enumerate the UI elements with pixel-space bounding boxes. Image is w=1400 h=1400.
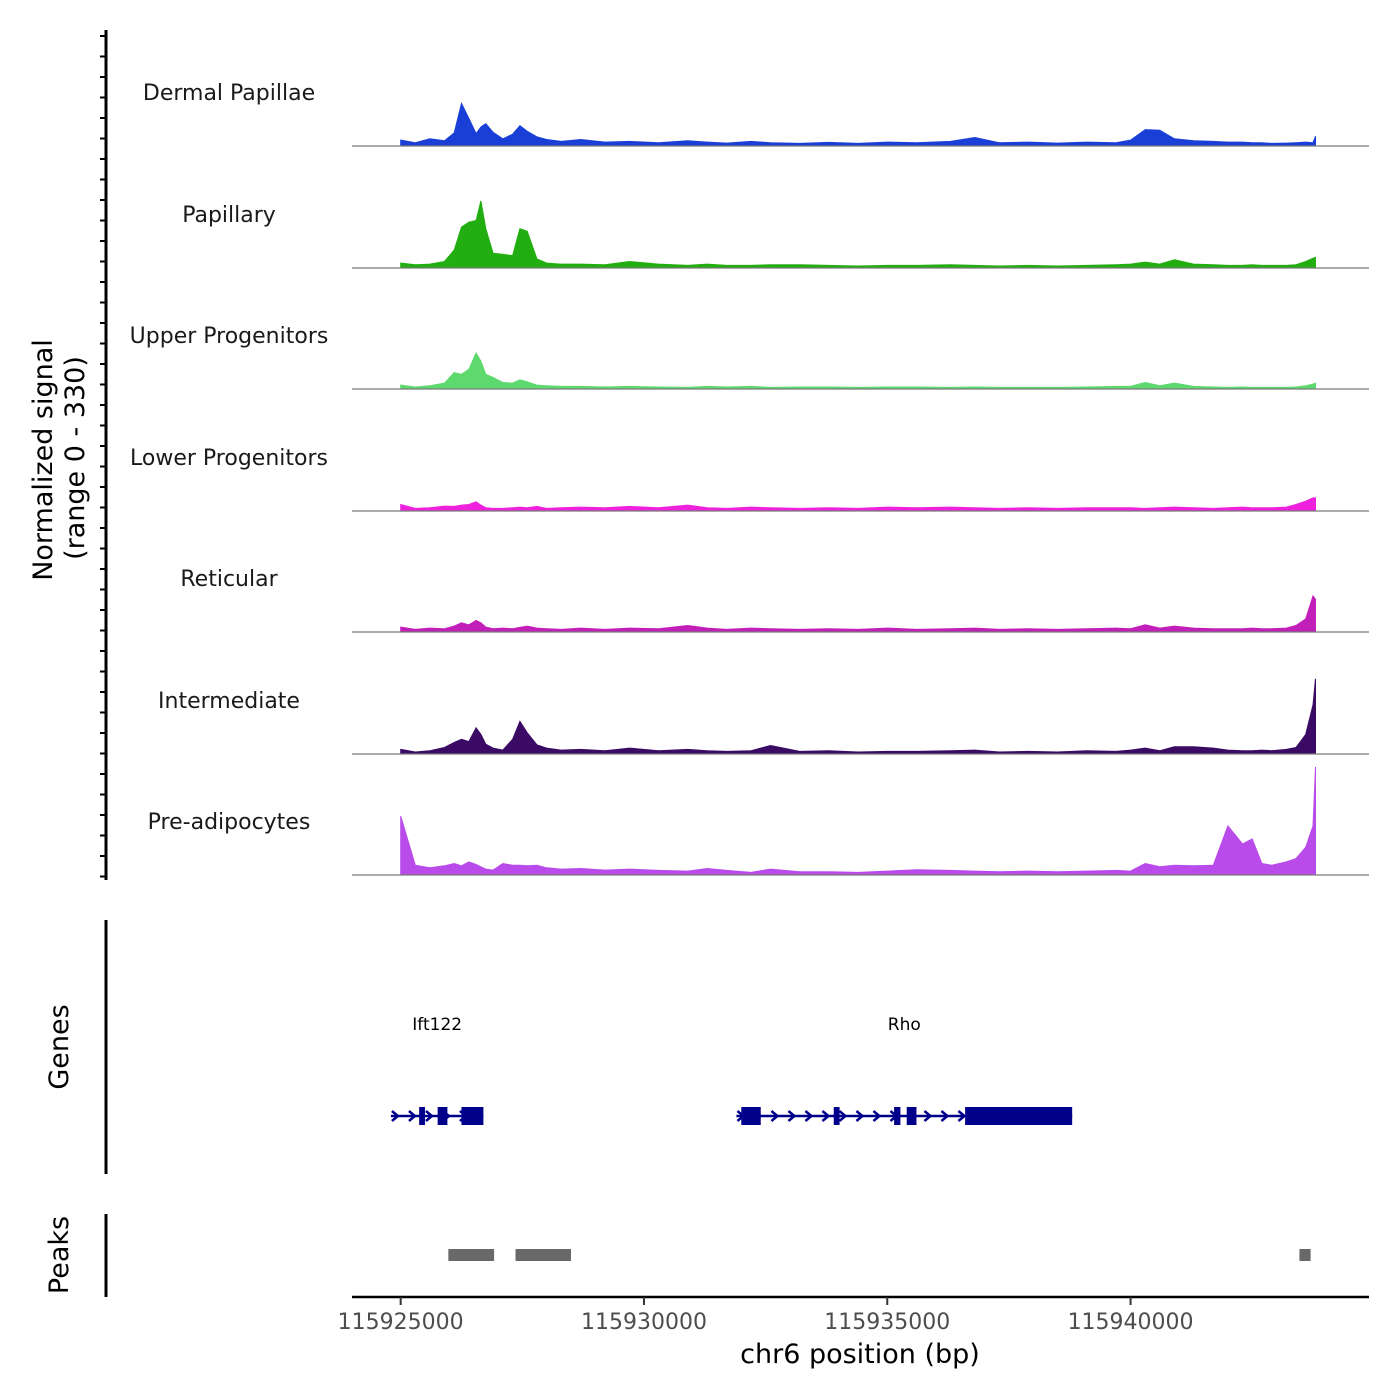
gene-exon — [419, 1107, 425, 1125]
gene-exon — [965, 1107, 1073, 1125]
coverage-area — [400, 351, 1316, 390]
strand-arrow — [855, 1110, 865, 1122]
strand-arrow — [770, 1110, 780, 1122]
track-label: Upper Progenitors — [130, 324, 329, 349]
gene-exon — [894, 1107, 901, 1125]
strand-arrow — [957, 1110, 967, 1122]
track-pre-adipocytes: Pre-adipocytes — [148, 766, 1369, 876]
strand-arrow — [872, 1110, 882, 1122]
peaks-panel-label: Peaks — [44, 1216, 75, 1294]
strand-arrow — [787, 1110, 797, 1122]
gene-exon — [906, 1107, 917, 1125]
coverage-area — [400, 766, 1316, 876]
peak-track — [448, 1249, 1311, 1261]
x-axis: 115925000 115930000 115935000 115940000 — [338, 1297, 1194, 1335]
peak-region — [515, 1249, 571, 1261]
strand-arrow — [821, 1110, 831, 1122]
x-tick-label: 115935000 — [824, 1310, 950, 1335]
x-axis-label: chr6 position (bp) — [740, 1339, 980, 1370]
track-intermediate: Intermediate — [158, 678, 1369, 755]
gene-rho: Rho — [736, 1015, 1073, 1125]
gene-annotation-track: Ift122 Rho — [390, 1015, 1073, 1125]
coverage-area — [400, 102, 1316, 147]
strand-arrow — [923, 1110, 933, 1122]
track-reticular: Reticular — [180, 567, 1369, 633]
strand-arrow — [804, 1110, 814, 1122]
gene-exon — [741, 1107, 761, 1125]
track-label: Dermal Papillae — [143, 81, 315, 106]
track-dermal-papillae: Dermal Papillae — [143, 81, 1369, 147]
strand-arrow — [940, 1110, 950, 1122]
coverage-area — [400, 594, 1316, 633]
coverage-tracks: Dermal Papillae Papillary Upper Progenitor… — [130, 81, 1369, 876]
track-label: Reticular — [180, 567, 278, 592]
strand-arrow — [425, 1110, 434, 1122]
x-tick-label: 115940000 — [1068, 1310, 1194, 1335]
genes-panel-label: Genes — [44, 1004, 75, 1089]
coverage-area — [400, 200, 1316, 269]
track-label: Lower Progenitors — [130, 446, 328, 471]
gene-label: Ift122 — [412, 1015, 462, 1035]
coverage-y-axis — [100, 30, 108, 880]
gene-label: Rho — [888, 1015, 921, 1035]
gene-exon — [461, 1107, 484, 1125]
strand-arrow — [391, 1110, 400, 1122]
peak-region — [448, 1249, 495, 1261]
y-axis-label: Normalized signal — [28, 339, 59, 581]
y-axis-range-label: (range 0 - 330) — [60, 356, 91, 560]
x-tick-label: 115925000 — [338, 1310, 464, 1335]
track-label: Intermediate — [158, 689, 300, 714]
gene-ift122: Ift122 — [390, 1015, 484, 1125]
coverage-area — [400, 497, 1316, 512]
peak-region — [1299, 1249, 1311, 1261]
track-label: Papillary — [182, 203, 276, 228]
track-upper-progenitors: Upper Progenitors — [130, 324, 1369, 390]
strand-arrow — [408, 1110, 417, 1122]
gene-exon — [437, 1107, 448, 1125]
coverage-area — [400, 678, 1316, 755]
track-lower-progenitors: Lower Progenitors — [130, 446, 1369, 512]
x-tick-label: 115930000 — [581, 1310, 707, 1335]
track-papillary: Papillary — [182, 200, 1369, 269]
gene-exon — [833, 1107, 840, 1125]
strand-arrow — [838, 1110, 848, 1122]
track-label: Pre-adipocytes — [148, 810, 311, 835]
